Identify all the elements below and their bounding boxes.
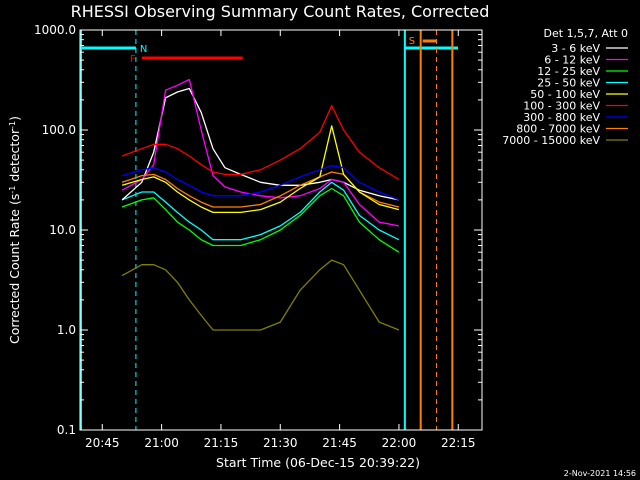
- legend-label: 3 - 6 keV: [551, 42, 600, 55]
- flare-label: F: [130, 54, 136, 65]
- legend-label: 12 - 25 keV: [537, 65, 600, 78]
- x-tick-label: 21:00: [144, 436, 179, 450]
- series-line-25-50-kev: [121, 181, 400, 241]
- x-tick-label: 22:15: [441, 436, 476, 450]
- timestamp: 2-Nov-2021 14:56: [564, 469, 636, 478]
- y-tick-label: 100.0: [42, 123, 76, 137]
- x-tick-label: 21:30: [263, 436, 298, 450]
- y-axis-label: Corrected Count Rate (s-1 detector-1): [7, 116, 22, 344]
- series-line-50-100-kev: [121, 125, 400, 214]
- chart-title: RHESSI Observing Summary Count Rates, Co…: [71, 2, 490, 21]
- y-tick-label: 1.0: [57, 323, 76, 337]
- x-axis-label: Start Time (06-Dec-15 20:39:22): [216, 455, 420, 470]
- series-line-300-800-kev: [121, 165, 400, 201]
- series-line-6-12-kev: [121, 78, 400, 227]
- legend-label: 300 - 800 keV: [523, 111, 600, 124]
- legend-label: 25 - 50 keV: [537, 77, 600, 90]
- x-tick-label: 21:15: [204, 436, 239, 450]
- legend-label: 6 - 12 keV: [544, 54, 600, 67]
- legend-label: 7000 - 15000 keV: [502, 134, 600, 147]
- series-line-100-300-kev: [121, 105, 400, 181]
- saa-label: S: [409, 36, 415, 47]
- night-label: N: [140, 44, 147, 55]
- y-tick-label: 1000.0: [34, 23, 76, 37]
- y-tick-label: 0.1: [57, 423, 76, 437]
- series-line-7000-15000-kev: [121, 259, 400, 331]
- legend-header: Det 1,5,7, Att 0: [544, 27, 628, 40]
- x-tick-label: 21:45: [322, 436, 357, 450]
- legend-label: 100 - 300 keV: [523, 100, 600, 113]
- series-line-12-25-kev: [121, 187, 400, 253]
- x-tick-label: 22:00: [382, 436, 417, 450]
- y-tick-label: 10.0: [49, 223, 76, 237]
- x-tick-label: 20:45: [85, 436, 120, 450]
- legend-label: 800 - 7000 keV: [516, 123, 600, 136]
- legend-label: 50 - 100 keV: [530, 88, 600, 101]
